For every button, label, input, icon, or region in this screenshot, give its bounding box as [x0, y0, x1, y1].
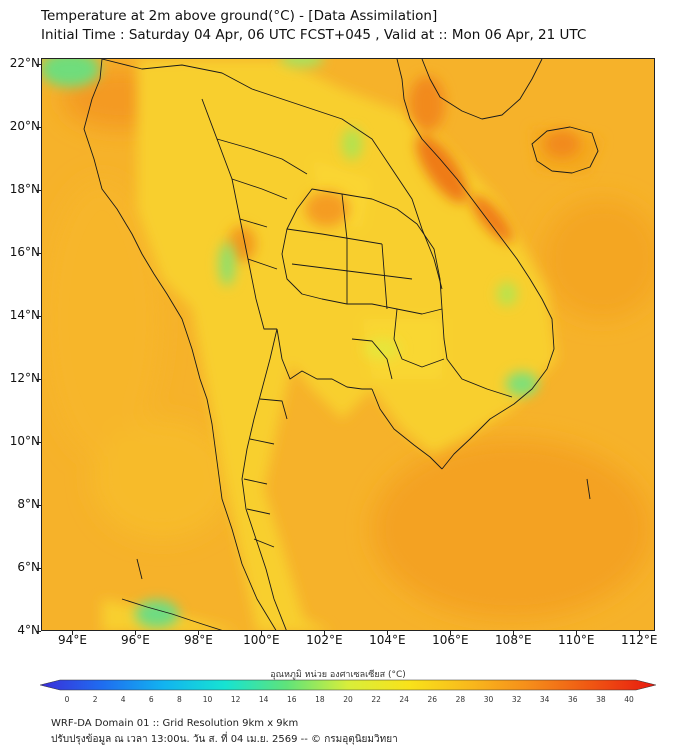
temperature-field [42, 59, 654, 630]
lat-label: 8°N [17, 497, 40, 512]
temperature-map [41, 58, 655, 631]
coastlines-and-borders [83, 59, 599, 630]
colorbar-label: อุณหภูมิ หน่วย องศาเซลเซียส (°C) [270, 670, 406, 680]
lon-tick [198, 631, 200, 635]
temperature-colorbar [40, 679, 656, 691]
update-credit: ปรับปรุงข้อมูล ณ เวลา 13:00น. วัน ส. ที่… [51, 734, 398, 745]
lat-label: 16°N [9, 245, 40, 260]
colorbar-tick-label: 6 [148, 695, 154, 704]
lat-label: 22°N [9, 56, 40, 71]
lat-tick [36, 442, 41, 444]
map-title: Temperature at 2m above ground(°C) - [Da… [41, 8, 438, 24]
colorbar-tick-label: 32 [511, 695, 522, 704]
lat-label: 14°N [9, 308, 40, 323]
lon-tick [513, 631, 515, 635]
lon-label: 108°E [495, 633, 532, 647]
colorbar-tick-label: 0 [64, 695, 70, 704]
lon-tick [639, 631, 641, 635]
lat-tick [36, 316, 41, 318]
lat-tick [36, 505, 41, 507]
lon-tick [261, 631, 263, 635]
lon-label: 96°E [121, 633, 150, 647]
lat-tick [36, 379, 41, 381]
lon-label: 104°E [369, 633, 406, 647]
colorbar-tick-label: 40 [624, 695, 634, 704]
colorbar-tick-label: 14 [258, 695, 269, 704]
colorbar-tick-label: 20 [343, 695, 353, 704]
colorbar-tick-label: 24 [399, 695, 409, 704]
colorbar-tick-label: 36 [568, 695, 578, 704]
colorbar-tick-label: 30 [483, 695, 494, 704]
colorbar-tick-label: 38 [596, 695, 606, 704]
lat-label: 6°N [17, 560, 40, 575]
lat-tick [36, 631, 41, 632]
colorbar-tick-label: 12 [230, 695, 241, 704]
colorbar-tick-label: 4 [120, 695, 126, 704]
lon-label: 102°E [306, 633, 343, 647]
lat-label: 18°N [9, 182, 40, 197]
lon-tick [72, 631, 74, 635]
lat-label: 12°N [9, 371, 40, 386]
lon-label: 98°E [183, 633, 213, 647]
lon-tick [576, 631, 578, 635]
lon-label: 110°E [558, 633, 595, 647]
map-subtitle: Initial Time : Saturday 04 Apr, 06 UTC F… [41, 27, 587, 43]
model-info: WRF-DA Domain 01 :: Grid Resolution 9km … [51, 718, 299, 729]
lat-tick [36, 127, 41, 129]
lon-label: 100°E [243, 633, 280, 647]
colorbar-tick-label: 34 [539, 695, 550, 704]
lon-tick [450, 631, 452, 635]
colorbar-tick-label: 16 [287, 695, 297, 704]
lat-tick [36, 190, 41, 192]
colorbar-tick-label: 22 [371, 695, 381, 704]
lat-tick [36, 64, 41, 66]
cool-spots [42, 59, 538, 628]
lat-label: 4°N [17, 623, 40, 637]
colorbar-tick-label: 28 [455, 695, 466, 704]
colorbar-tick-label: 26 [427, 695, 438, 704]
lon-label: 112°E [621, 633, 658, 647]
colorbar-gradient [40, 679, 656, 691]
lat-label: 10°N [9, 434, 40, 449]
colorbar-tick-label: 10 [202, 695, 213, 704]
lon-tick [135, 631, 137, 635]
warm-sea-patches [42, 69, 654, 619]
colorbar-tick-label: 18 [315, 695, 325, 704]
lat-label: 20°N [9, 119, 40, 134]
lat-tick [36, 253, 41, 255]
lat-tick [36, 568, 41, 570]
lon-label: 106°E [432, 633, 469, 647]
lon-label: 94°E [58, 633, 87, 647]
colorbar-tick-label: 8 [177, 695, 182, 704]
lon-tick [387, 631, 389, 635]
colorbar-tick-label: 2 [92, 695, 98, 704]
lon-tick [324, 631, 326, 635]
